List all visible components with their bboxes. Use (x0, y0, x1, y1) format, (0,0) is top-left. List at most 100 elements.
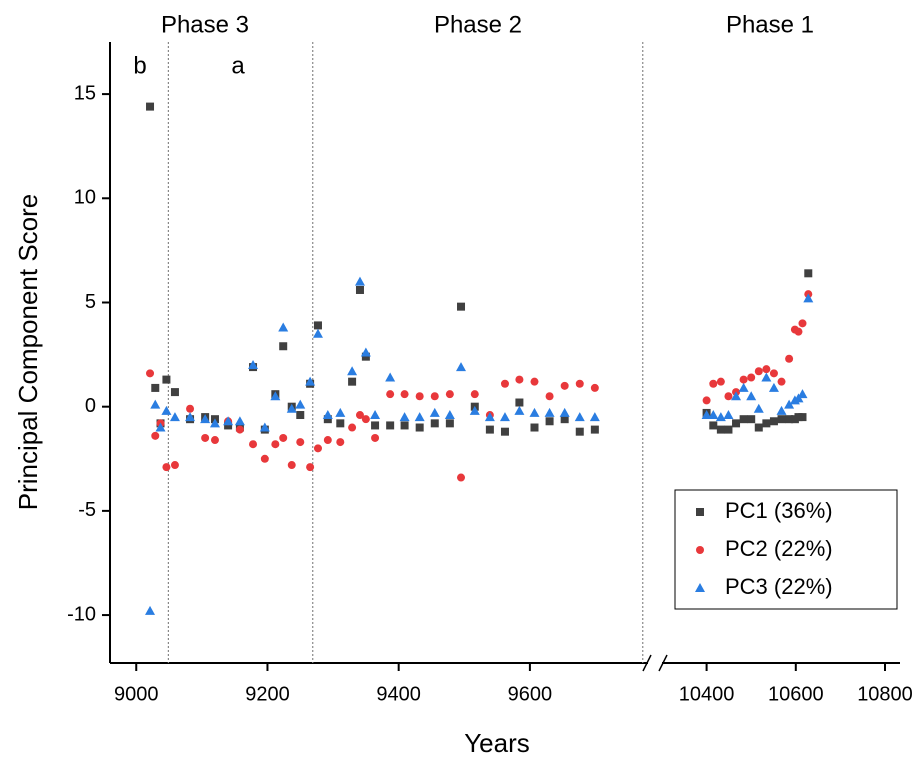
point (170, 461, 179, 470)
point (469, 405, 480, 415)
point (430, 392, 439, 401)
point (716, 377, 725, 386)
point (270, 391, 281, 401)
x-tick-label: 10600 (768, 683, 824, 705)
point (306, 463, 315, 472)
point (559, 407, 570, 417)
point (575, 427, 584, 436)
point (355, 411, 364, 420)
point (785, 415, 794, 424)
point (209, 418, 220, 428)
point (457, 302, 466, 311)
point (444, 410, 455, 420)
point (560, 381, 569, 390)
point (386, 390, 395, 399)
annotation: a (231, 52, 245, 79)
point (762, 419, 771, 428)
point (151, 383, 160, 392)
axis-break (642, 654, 652, 672)
point (803, 293, 814, 303)
point (777, 415, 786, 424)
point (761, 372, 772, 382)
point (429, 407, 440, 417)
point (235, 425, 244, 434)
point (731, 391, 742, 401)
point (747, 373, 756, 382)
y-tick-label: 5 (85, 291, 96, 313)
point (305, 376, 316, 386)
point (360, 347, 371, 357)
point (470, 390, 479, 399)
legend-marker (696, 508, 704, 516)
point (415, 423, 424, 432)
point (414, 412, 425, 422)
point (574, 412, 585, 422)
point (530, 423, 539, 432)
point (715, 412, 726, 422)
point (769, 369, 778, 378)
point (347, 366, 358, 376)
point (545, 417, 554, 426)
legend-label: PC2 (22%) (725, 536, 833, 561)
point (739, 415, 748, 424)
point (794, 413, 803, 422)
point (313, 321, 322, 330)
point (162, 463, 171, 472)
point (457, 473, 466, 482)
point (234, 416, 245, 426)
point (323, 436, 332, 445)
point (348, 377, 357, 386)
point (797, 389, 808, 399)
point (210, 436, 219, 445)
point (709, 421, 718, 430)
x-tick-label: 9200 (245, 683, 290, 705)
point (386, 421, 395, 430)
point (146, 102, 155, 111)
point (200, 414, 211, 424)
point (500, 379, 509, 388)
point (248, 360, 259, 370)
point (798, 413, 807, 422)
point (701, 410, 712, 420)
axis-break (658, 654, 668, 672)
point (709, 379, 718, 388)
point (485, 425, 494, 434)
point (400, 421, 409, 430)
x-axis-label: Years (464, 728, 530, 758)
point (169, 412, 180, 422)
point (336, 419, 345, 428)
point (186, 404, 195, 413)
point (590, 425, 599, 434)
point (415, 392, 424, 401)
point (544, 407, 555, 417)
point (287, 461, 296, 470)
point (762, 365, 771, 374)
x-tick-label: 10400 (679, 683, 735, 705)
point (260, 454, 269, 463)
point (155, 422, 166, 432)
x-tick-label: 9400 (376, 683, 421, 705)
point (336, 438, 345, 447)
point (776, 405, 787, 415)
y-tick-label: 15 (74, 82, 96, 104)
legend-marker (695, 583, 705, 592)
point (249, 440, 258, 449)
point (754, 367, 763, 376)
point (361, 352, 370, 361)
point (161, 405, 172, 415)
point (530, 377, 539, 386)
y-tick-label: -10 (67, 603, 96, 625)
point (747, 415, 756, 424)
point (259, 422, 270, 432)
point (385, 372, 396, 382)
point (785, 354, 794, 363)
point (716, 425, 725, 434)
point (798, 319, 807, 328)
annotation: Phase 3 (161, 11, 249, 38)
y-axis-label: Principal Component Score (13, 194, 43, 511)
point (430, 419, 439, 428)
point (794, 327, 803, 336)
legend-marker (696, 546, 704, 554)
point (738, 382, 749, 392)
